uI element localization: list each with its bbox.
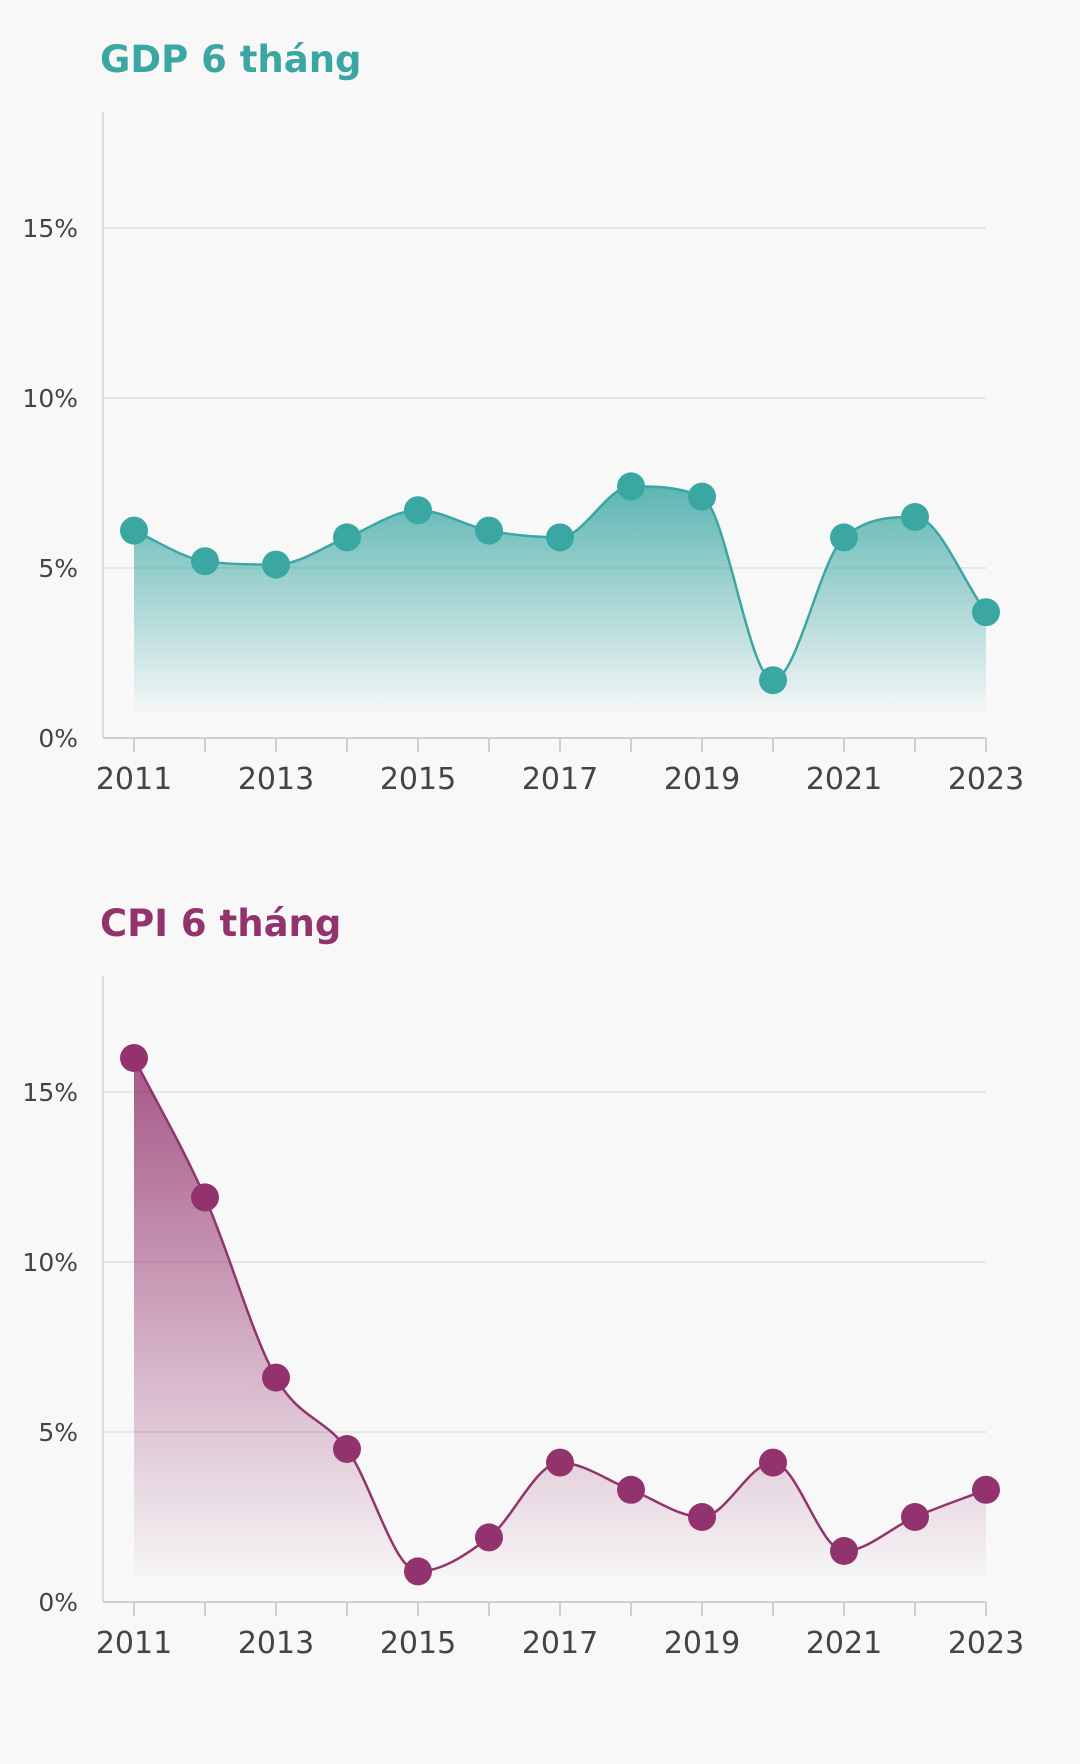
gdp-point-2016[interactable]: [475, 516, 503, 545]
cpi-chart: 0% 5% 10% 15% 2011 2013 2015 2017 2019 2021 2023 C…: [0, 864, 1080, 1764]
cpi-point-2017[interactable]: [546, 1448, 574, 1477]
gdp-point-2015[interactable]: [404, 496, 432, 525]
cpi-x-tick-label: 2011: [96, 1626, 172, 1661]
gdp-chart-title: GDP 6 tháng: [100, 38, 362, 81]
cpi-y-tick-label: 15%: [22, 1078, 78, 1107]
cpi-y-tick-label: 10%: [22, 1248, 78, 1277]
cpi-x-tick-label: 2023: [948, 1626, 1024, 1661]
cpi-area-fill: [134, 1058, 986, 1576]
cpi-chart-title: CPI 6 tháng: [100, 902, 342, 945]
cpi-x-tick-label: 2013: [238, 1626, 314, 1661]
cpi-point-2014[interactable]: [333, 1435, 361, 1463]
gdp-x-tick-label: 2017: [522, 762, 598, 797]
cpi-point-2023[interactable]: [972, 1475, 1000, 1504]
cpi-point-2018[interactable]: [617, 1475, 645, 1504]
cpi-x-tick-label: 2017: [522, 1626, 598, 1661]
gdp-point-2022[interactable]: [901, 503, 929, 531]
gdp-y-tick-label: 5%: [38, 554, 78, 583]
gdp-point-2021[interactable]: [830, 523, 858, 552]
cpi-y-tick-label: 0%: [38, 1588, 78, 1617]
cpi-y-tick-label: 5%: [38, 1418, 78, 1447]
cpi-point-2015[interactable]: [404, 1557, 432, 1586]
gdp-chart-svg: 0% 5% 10% 15% 2011 2013 2015 2017 2019 2021 2023: [22, 112, 1024, 797]
cpi-x-tick-label: 2021: [806, 1626, 882, 1661]
cpi-point-2022[interactable]: [901, 1503, 929, 1531]
cpi-x-tick-label: 2019: [664, 1626, 740, 1661]
gdp-y-tick-label: 0%: [38, 724, 78, 753]
cpi-x-tick-label: 2015: [380, 1626, 456, 1661]
gdp-y-tick-label: 15%: [22, 214, 78, 243]
cpi-chart-svg: 0% 5% 10% 15% 2011 2013 2015 2017 2019 2021 2023: [22, 976, 1024, 1661]
gdp-x-tick-label: 2021: [806, 762, 882, 797]
gdp-area-fill: [134, 486, 986, 712]
gdp-x-tick-label: 2011: [96, 762, 172, 797]
cpi-point-2013[interactable]: [262, 1363, 290, 1392]
gdp-point-2017[interactable]: [546, 523, 574, 552]
gdp-x-tick-label: 2015: [380, 762, 456, 797]
gdp-point-2011[interactable]: [120, 516, 148, 545]
gdp-point-2013[interactable]: [262, 550, 290, 579]
gdp-point-2014[interactable]: [333, 523, 361, 552]
gdp-x-tick-label: 2013: [238, 762, 314, 797]
cpi-point-2020[interactable]: [759, 1448, 787, 1477]
cpi-point-2021[interactable]: [830, 1537, 858, 1565]
cpi-point-2019[interactable]: [688, 1503, 716, 1531]
cpi-point-2016[interactable]: [475, 1523, 503, 1552]
gdp-chart: 0% 5% 10% 15% 2011 2013 2015 2017 2019 2021 2023 G…: [0, 0, 1080, 864]
cpi-point-2011[interactable]: [120, 1044, 148, 1072]
gdp-point-2023[interactable]: [972, 598, 1000, 627]
gdp-point-2019[interactable]: [688, 482, 716, 511]
gdp-point-2012[interactable]: [191, 547, 219, 576]
gdp-y-tick-label: 10%: [22, 384, 78, 413]
cpi-point-2012[interactable]: [191, 1183, 219, 1212]
gdp-point-2018[interactable]: [617, 472, 645, 501]
gdp-x-tick-label: 2019: [664, 762, 740, 797]
gdp-point-2020[interactable]: [759, 666, 787, 695]
gdp-x-tick-label: 2023: [948, 762, 1024, 797]
